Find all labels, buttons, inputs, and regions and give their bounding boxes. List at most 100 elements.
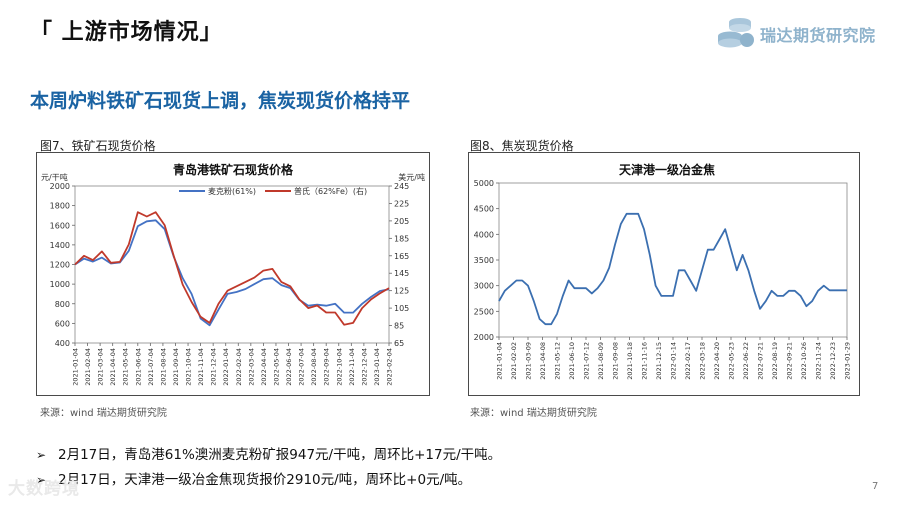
x-tick-label: 2021-12-04 [210, 348, 218, 386]
right-y-tick-label: 245 [394, 182, 409, 191]
x-tick-label: 2021-02-04 [84, 348, 92, 386]
x-tick-label: 2021-08-09 [597, 342, 605, 380]
x-tick-label: 2021-08-04 [159, 348, 167, 386]
right-y-tick-label: 125 [394, 287, 409, 296]
y-tick-label: 2500 [474, 307, 494, 316]
x-tick-label: 2022-01-14 [670, 342, 678, 380]
y-tick-label: 2000 [50, 182, 70, 191]
y-tick-label: 600 [55, 319, 70, 328]
x-tick-label: 2022-04-04 [260, 348, 268, 386]
arrow-bullet-icon: ➢ [36, 448, 47, 462]
page-number: 7 [872, 481, 879, 492]
figure-7-source: 来源：wind 瑞达期货研究院 [40, 408, 167, 419]
x-tick-label: 2021-05-04 [122, 348, 130, 386]
y-tick-label: 1400 [50, 241, 70, 250]
coke-price-chart: 天津港一级冶金焦 2000 2500 3000 3500 4000 4500 5000 202… [474, 162, 852, 380]
x-tick-label: 2021-07-12 [583, 342, 591, 380]
right-y-tick-label: 205 [394, 217, 409, 226]
x-tick-label: 2022-06-22 [742, 342, 750, 380]
bullet-point-2: ➢ 2月17日，天津港一级冶金焦现货报价2910元/吨，周环比+0元/吨。 [36, 468, 471, 488]
x-tick-label: 2021-10-04 [185, 348, 193, 386]
figure-8-source: 来源：wind 瑞达期货研究院 [470, 408, 597, 419]
coke-chart-frame: 天津港一级冶金焦 2000 2500 3000 3500 4000 4500 5000 202… [468, 152, 860, 396]
watermark: 大数跨境 [8, 479, 80, 499]
right-y-tick-label: 165 [394, 252, 409, 261]
x-tick-label: 2021-12-15 [655, 342, 663, 380]
left-axis-unit: 元/干吨 [41, 172, 68, 182]
right-y-tick-label: 185 [394, 234, 409, 243]
series-line-1 [498, 212, 847, 326]
coin-stack-icon [718, 18, 754, 48]
x-tick-label: 2021-11-16 [641, 342, 649, 380]
x-tick-label: 2021-09-04 [172, 348, 180, 386]
y-tick-label: 1200 [50, 261, 70, 270]
right-y-tick-label: 145 [394, 269, 409, 278]
slide-headline: 本周炉料铁矿石现货上调，焦炭现货价格持平 [30, 90, 411, 112]
chart-legend: 麦克粉(61%) 普氏（62%Fe）(右) [179, 186, 367, 196]
bullet-point-1: ➢ 2月17日，青岛港61%澳洲麦克粉矿报947元/干吨，周环比+17元/干吨。 [36, 443, 501, 463]
x-tick-label: 2021-03-04 [97, 348, 105, 386]
y-tick-label: 1800 [50, 202, 70, 211]
bullet-text: 2月17日，天津港一级冶金焦现货报价2910元/吨，周环比+0元/吨。 [58, 472, 472, 488]
x-tick-label: 2022-08-04 [310, 348, 318, 386]
iron-ore-price-chart: 青岛港铁矿石现货价格 元/干吨 美元/吨 麦克粉(61%) 普氏（62%Fe）(… [41, 162, 425, 386]
legend-label-series-1: 麦克粉(61%) [208, 186, 256, 196]
x-tick-label: 2021-09-08 [612, 342, 620, 380]
x-tick-label: 2022-11-24 [815, 342, 823, 380]
chart-title: 天津港一级冶金焦 [619, 162, 715, 177]
x-tick-label: 2022-04-20 [713, 342, 721, 380]
x-tick-label: 2021-10-18 [626, 342, 634, 380]
figure-8-label: 图8、焦炭现货价格 [470, 139, 574, 153]
company-logo: 瑞达期货研究院 [714, 12, 886, 52]
x-tick-label: 2021-07-04 [147, 348, 155, 386]
x-tick-label: 2022-08-19 [771, 342, 779, 380]
x-tick-label: 2021-01-04 [72, 348, 80, 386]
section-title: 「 上游市场情况」 [30, 20, 223, 45]
figure-7-label: 图7、铁矿石现货价格 [40, 139, 156, 153]
chart-title: 青岛港铁矿石现货价格 [173, 162, 294, 177]
y-tick-label: 3500 [474, 256, 494, 265]
x-tick-label: 2022-05-04 [272, 348, 280, 386]
plot-area-border [74, 185, 390, 344]
y-tick-label: 2000 [474, 333, 494, 342]
right-y-tick-label: 65 [394, 339, 404, 348]
right-axis-unit: 美元/吨 [398, 172, 425, 182]
x-tick-label: 2023-02-04 [386, 348, 394, 386]
right-y-tick-label: 85 [394, 322, 404, 331]
x-tick-label: 2022-11-04 [348, 348, 356, 386]
x-tick-label: 2021-03-09 [525, 342, 533, 380]
x-tick-label: 2022-02-17 [684, 342, 692, 380]
series-line-2 [74, 211, 390, 326]
logo-text: 瑞达期货研究院 [760, 26, 876, 45]
x-tick-label: 2022-07-21 [757, 342, 765, 380]
x-tick-label: 2022-09-21 [786, 342, 794, 380]
x-tick-label: 2021-02-02 [510, 342, 518, 380]
x-tick-label: 2023-01-04 [373, 348, 381, 386]
x-tick-label: 2022-12-23 [829, 342, 837, 380]
y-tick-label: 1600 [50, 221, 70, 230]
x-tick-label: 2022-02-04 [235, 348, 243, 386]
bullet-text: 2月17日，青岛港61%澳洲麦克粉矿报947元/干吨，周环比+17元/干吨。 [58, 447, 502, 463]
x-tick-label: 2021-01-04 [496, 342, 504, 380]
x-tick-label: 2021-04-04 [109, 348, 117, 386]
legend-label-series-2: 普氏（62%Fe）(右) [294, 186, 367, 196]
x-tick-label: 2021-11-04 [197, 348, 205, 386]
x-tick-label: 2022-10-04 [335, 348, 343, 386]
x-tick-label: 2021-06-04 [134, 348, 142, 386]
right-y-tick-label: 105 [394, 304, 409, 313]
x-tick-label: 2021-06-10 [568, 342, 576, 380]
right-y-tick-label: 225 [394, 199, 409, 208]
x-tick-label: 2021-05-12 [554, 342, 562, 380]
x-tick-label: 2022-03-04 [247, 348, 255, 386]
y-tick-label: 4500 [474, 205, 494, 214]
series-line-1 [74, 219, 390, 327]
x-tick-label: 2022-06-04 [285, 348, 293, 386]
iron-ore-chart-frame: 青岛港铁矿石现货价格 元/干吨 美元/吨 麦克粉(61%) 普氏（62%Fe）(… [36, 152, 430, 396]
x-tick-label: 2022-05-23 [728, 342, 736, 380]
y-tick-label: 3000 [474, 282, 494, 291]
x-tick-label: 2022-12-04 [360, 348, 368, 386]
x-tick-label: 2022-01-04 [222, 348, 230, 386]
y-tick-label: 5000 [474, 179, 494, 188]
y-tick-label: 400 [55, 339, 70, 348]
y-tick-label: 4000 [474, 230, 494, 239]
